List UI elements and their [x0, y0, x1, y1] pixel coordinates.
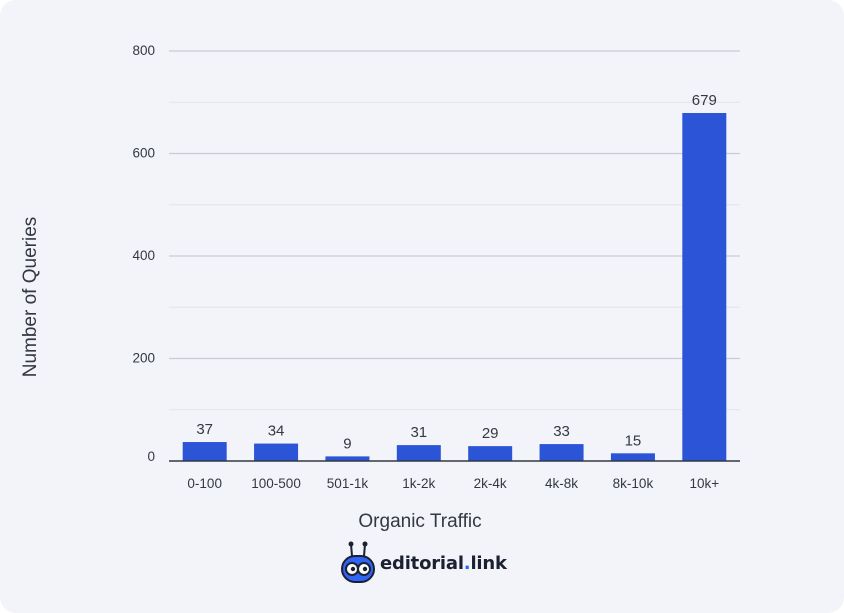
bar [539, 444, 584, 461]
bar [468, 446, 513, 461]
y-axis-title: Number of Queries [20, 217, 41, 378]
bar [254, 443, 299, 461]
data-label: 9 [343, 435, 351, 452]
robot-mascot-icon [341, 541, 375, 583]
data-label: 31 [410, 424, 427, 441]
x-tick-label: 1k-2k [402, 476, 435, 491]
bar [182, 442, 227, 461]
x-tick-label: 100-500 [251, 476, 301, 491]
y-tick-label: 600 [132, 146, 155, 161]
brand-wordmark: editorial.link [380, 553, 507, 574]
y-tick-label: 800 [132, 43, 155, 58]
y-tick-label: 0 [147, 449, 155, 464]
y-tick-label: 200 [132, 351, 155, 366]
x-tick-label: 2k-4k [474, 476, 507, 491]
data-label: 679 [692, 92, 717, 109]
y-tick-label: 400 [132, 248, 155, 263]
brand-logo: editorial.link [340, 540, 507, 586]
bar [325, 456, 370, 461]
data-label: 29 [482, 425, 499, 442]
x-tick-label: 4k-8k [545, 476, 578, 491]
x-tick-label: 501-1k [327, 476, 369, 491]
x-tick-label: 8k-10k [613, 476, 654, 491]
bars [182, 113, 727, 461]
bar [682, 113, 727, 461]
brand-suffix: link [470, 552, 507, 574]
data-label: 33 [553, 423, 570, 440]
brand-dot: . [463, 552, 471, 574]
data-label: 15 [625, 432, 642, 449]
grid-lines [169, 50, 740, 411]
bar [610, 453, 655, 461]
data-labels: 37 34 9 31 29 33 15 679 [196, 92, 716, 452]
x-tick-label: 0-100 [187, 476, 222, 491]
bar [396, 445, 441, 461]
brand-name: editorial [380, 552, 464, 574]
x-axis-ticks: 0-100 100-500 501-1k 1k-2k 2k-4k 4k-8k 8k-10k 1… [187, 476, 719, 491]
x-tick-label: 10k+ [689, 476, 719, 491]
data-label: 37 [196, 421, 213, 438]
x-axis-title: Organic Traffic [358, 511, 481, 532]
y-axis-ticks: 0 200 400 600 800 [132, 43, 155, 464]
data-label: 34 [268, 423, 285, 440]
